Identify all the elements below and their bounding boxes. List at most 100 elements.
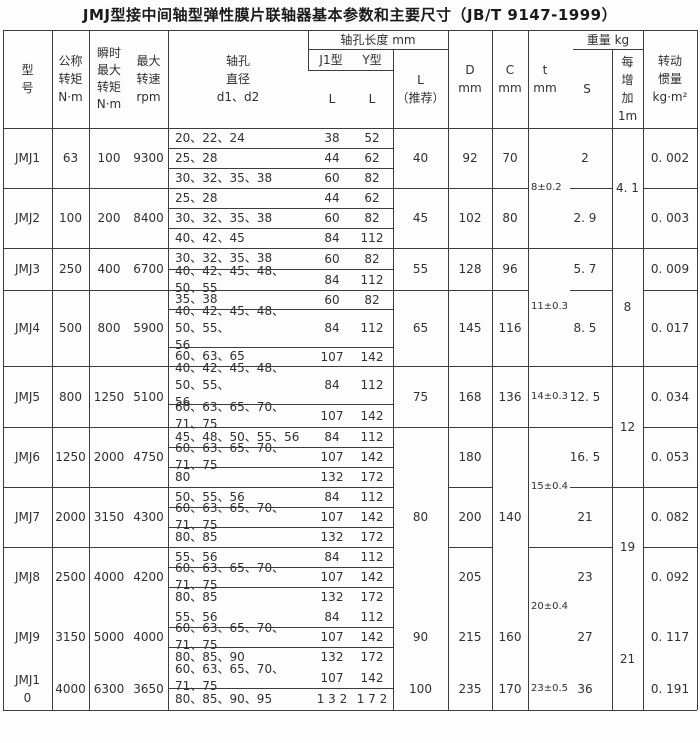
- d-cell: 128: [458, 262, 482, 276]
- c-cell: 140: [498, 510, 522, 524]
- t-value-cell: 14±0.3: [531, 390, 569, 402]
- grid-line-h: [308, 70, 393, 71]
- bore-diameter-cell: 60、63、65、70、71、75: [175, 661, 285, 693]
- y-length-cell: 112: [360, 231, 384, 245]
- instant-torque-cell: 4000: [93, 570, 125, 584]
- j1-length-cell: 107: [320, 570, 344, 584]
- y-length-cell: 112: [360, 550, 384, 564]
- s-cell: 23: [577, 570, 593, 584]
- grid-line-h: [3, 30, 697, 31]
- bore-diameter-cell: 40、42、45: [175, 230, 245, 245]
- grid-line-h: [168, 688, 393, 689]
- instant-torque-cell: 1250: [93, 389, 125, 404]
- grid-line-h: [168, 467, 393, 468]
- j1-length-cell: 107: [320, 408, 344, 423]
- grid-line-h: [168, 587, 393, 588]
- c-cell: 136: [498, 389, 522, 404]
- t-value-cell: 8±0.2: [531, 182, 562, 193]
- instant-torque-cell: 5000: [93, 630, 125, 644]
- j1-length-cell: 107: [320, 510, 344, 524]
- bore-diameter-cell: 80: [175, 469, 191, 484]
- header-nominal-torque: 公称 转矩 N·m: [58, 54, 83, 104]
- inertia-cell: 0. 082: [650, 510, 690, 524]
- bore-diameter-cell: 80、85: [175, 589, 218, 604]
- grid-line-h: [168, 627, 393, 628]
- y-length-cell: 112: [360, 321, 384, 335]
- header-c: C mm: [498, 63, 522, 95]
- max-speed-cell: 9300: [133, 151, 164, 165]
- j1-length-cell: 84: [324, 231, 340, 245]
- bore-diameter-cell: 80、85: [175, 529, 218, 544]
- inertia-cell: 0. 191: [650, 681, 690, 696]
- per-meter-cell: 8: [623, 300, 632, 314]
- per-meter-cell: 4. 1: [616, 181, 639, 195]
- grid-line-h: [448, 547, 492, 548]
- s-cell: 2: [581, 151, 589, 165]
- y-length-cell: 62: [364, 151, 380, 165]
- inertia-cell: 0. 003: [650, 211, 690, 225]
- y-length-cell: 112: [360, 272, 384, 287]
- header-per-meter: 每 增 加 1m: [617, 54, 638, 123]
- inertia-cell: 0. 017: [650, 321, 690, 335]
- inertia-cell: 0. 034: [650, 389, 690, 404]
- d-cell: 200: [458, 510, 482, 524]
- y-length-cell: 82: [364, 251, 380, 266]
- y-length-cell: 112: [360, 490, 384, 504]
- max-speed-cell: 6700: [133, 262, 164, 276]
- y-length-cell: 142: [360, 570, 384, 584]
- grid-line-h: [168, 148, 393, 149]
- page-title: JMJ型接中间轴型弹性膜片联轴器基本参数和主要尺寸（JB/T 9147-1999…: [82, 6, 618, 24]
- instant-torque-cell: 200: [97, 211, 121, 225]
- max-speed-cell: 8400: [133, 211, 164, 225]
- grid-line-h: [643, 188, 697, 189]
- model-cell: JMJ3: [14, 262, 41, 276]
- y-length-cell: 82: [364, 292, 380, 307]
- inertia-cell: 0. 053: [650, 450, 690, 464]
- grid-line-h: [643, 290, 697, 291]
- grid-line-v: [528, 30, 529, 710]
- nominal-torque-cell: 3150: [55, 630, 86, 644]
- j1-length-cell: 132: [320, 530, 344, 544]
- j1-length-cell: 60: [324, 171, 340, 185]
- t-value-cell: 11±0.3: [531, 301, 569, 312]
- bore-diameter-cell: 55、56: [175, 549, 218, 564]
- grid-line-h: [168, 208, 393, 209]
- model-cell: JMJ5: [14, 389, 41, 404]
- grid-line-v: [89, 30, 90, 710]
- grid-line-h: [168, 228, 393, 229]
- instant-torque-cell: 100: [97, 151, 121, 165]
- l-recommended-cell: 75: [412, 389, 429, 404]
- grid-line-h: [643, 427, 697, 428]
- grid-line-h: [168, 347, 393, 348]
- model-cell: JMJ1 0: [14, 672, 41, 705]
- bore-diameter-cell: 60、63、65、70、71、75: [175, 561, 285, 592]
- nominal-torque-cell: 800: [59, 389, 82, 404]
- grid-line-v: [308, 30, 309, 70]
- j1-length-cell: 107: [320, 349, 344, 364]
- header-instant-max-torque: 瞬时 最大 转矩 N·m: [96, 46, 122, 111]
- j1-length-cell: 84: [324, 321, 340, 335]
- bore-diameter-cell: 35、38: [175, 292, 218, 306]
- y-length-cell: 172: [360, 590, 384, 604]
- bore-diameter-cell: 30、32、35、38: [175, 251, 273, 265]
- instant-torque-cell: 800: [97, 321, 121, 335]
- j1-length-cell: 60: [324, 211, 340, 225]
- s-cell: 2. 9: [573, 211, 597, 225]
- per-meter-cell: 12: [619, 419, 636, 434]
- j1-length-cell: 60: [324, 292, 340, 307]
- y-length-cell: 142: [360, 630, 384, 644]
- d-cell: 145: [458, 321, 482, 335]
- j1-length-cell: 84: [324, 430, 340, 444]
- d-cell: 235: [458, 681, 482, 696]
- bore-diameter-cell: 30、32、35、38: [175, 210, 273, 225]
- y-length-cell: 172: [360, 650, 384, 664]
- l-recommended-cell: 65: [412, 321, 429, 335]
- j1-length-cell: 107: [320, 450, 344, 464]
- grid-line-v: [168, 30, 169, 710]
- header-j1-l: L: [328, 92, 336, 106]
- j1-length-cell: 38: [324, 131, 340, 145]
- model-cell: JMJ1: [14, 151, 41, 165]
- inertia-cell: 0. 002: [650, 151, 690, 165]
- s-cell: 12. 5: [569, 389, 601, 404]
- grid-line-h: [570, 487, 697, 488]
